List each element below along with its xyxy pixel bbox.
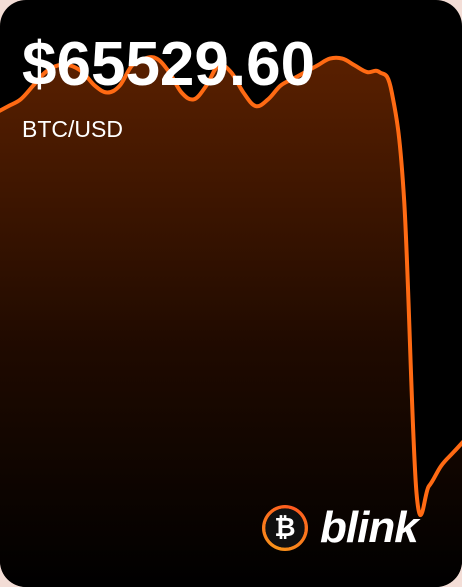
price-point xyxy=(390,91,394,95)
price-point xyxy=(452,450,456,454)
price-area xyxy=(0,57,462,587)
price-value: $65529.60 xyxy=(22,30,316,99)
price-point xyxy=(439,464,443,468)
price-point xyxy=(340,57,344,61)
price-point xyxy=(377,70,381,74)
price-point xyxy=(415,491,419,495)
price-point xyxy=(316,63,320,67)
price-point xyxy=(402,199,406,203)
price-point xyxy=(353,63,357,67)
price-point xyxy=(365,70,369,74)
brand-name: blink xyxy=(320,503,419,552)
price-point xyxy=(427,484,431,488)
blink-logo: ₿ blink xyxy=(262,502,419,554)
bitcoin-symbol: ₿ xyxy=(274,513,296,543)
price-point xyxy=(6,104,10,108)
price-point xyxy=(328,57,332,61)
price-point xyxy=(254,104,258,108)
currency-pair: BTC/USD xyxy=(22,116,123,142)
price-line xyxy=(0,55,462,517)
bitcoin-icon: ₿ xyxy=(262,505,308,551)
